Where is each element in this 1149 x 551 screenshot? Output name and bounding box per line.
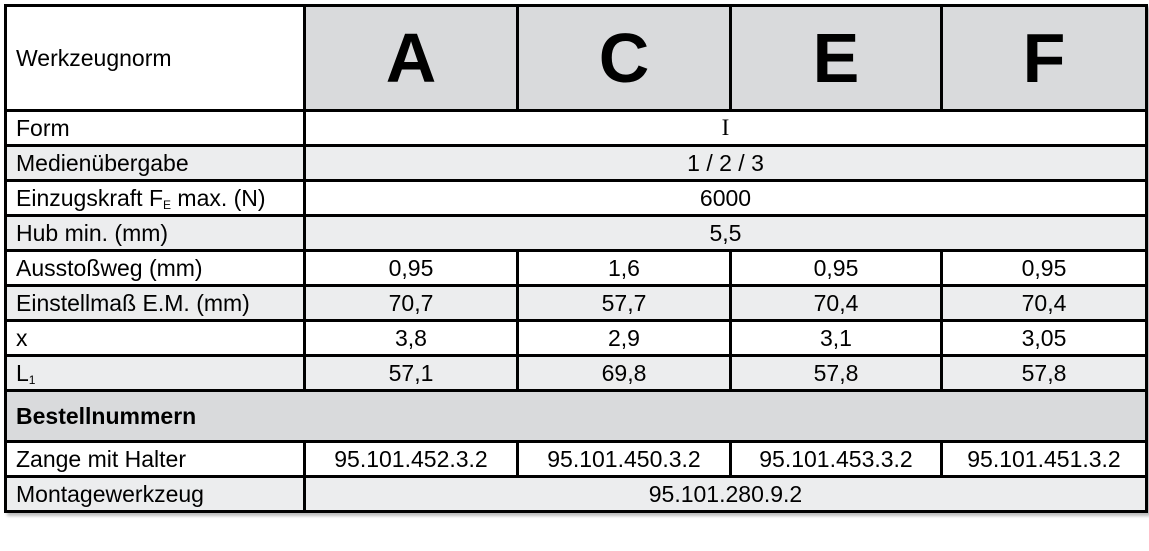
column-C: C [516,4,732,112]
cell: 0,95 [303,249,519,287]
row-label: Ausstoßweg (mm) [4,249,306,287]
cell: 3,1 [729,319,943,357]
row-value: I [303,109,1148,147]
section-bestellnummern: Bestellnummern [4,389,1148,443]
row-value: 1 / 2 / 3 [303,144,1148,182]
row-hub: Hub min. (mm) 5,5 [4,214,1148,252]
column-F: F [940,4,1148,112]
cell: 95.101.452.3.2 [303,440,519,478]
row-label: Einstellmaß E.M. (mm) [4,284,306,322]
row-x: x 3,8 2,9 3,1 3,05 [4,319,1148,357]
cell: 70,4 [729,284,943,322]
row-label: Form [4,109,306,147]
cell: 57,8 [940,354,1148,392]
row-label: Hub min. (mm) [4,214,306,252]
tool-spec-table: Werkzeugnorm A C E F Form I Medienüberga… [4,4,1148,513]
section-title: Bestellnummern [4,389,1148,443]
header-label: Werkzeugnorm [4,4,306,112]
header-row: Werkzeugnorm A C E F [4,4,1148,112]
row-einstellmass: Einstellmaß E.M. (mm) 70,7 57,7 70,4 70,… [4,284,1148,322]
cell: 70,4 [940,284,1148,322]
row-label: x [4,319,306,357]
row-label: Medienübergabe [4,144,306,182]
cell: 57,1 [303,354,519,392]
cell: 3,8 [303,319,519,357]
cell: 0,95 [729,249,943,287]
cell: 70,7 [303,284,519,322]
cell: 95.101.450.3.2 [516,440,732,478]
cell: 69,8 [516,354,732,392]
cell: 57,8 [729,354,943,392]
cell: 2,9 [516,319,732,357]
row-label: Zange mit Halter [4,440,306,478]
row-l1: L1 57,1 69,8 57,8 57,8 [4,354,1148,392]
row-label: Montagewerkzeug [4,475,306,513]
row-value: 6000 [303,179,1148,217]
column-A: A [303,4,519,112]
cell: 3,05 [940,319,1148,357]
row-zange: Zange mit Halter 95.101.452.3.2 95.101.4… [4,440,1148,478]
row-label: Einzugskraft FE max. (N) [4,179,306,217]
row-einzugskraft: Einzugskraft FE max. (N) 6000 [4,179,1148,217]
row-medien: Medienübergabe 1 / 2 / 3 [4,144,1148,182]
cell: 95.101.453.3.2 [729,440,943,478]
column-E: E [729,4,943,112]
row-value: 95.101.280.9.2 [303,475,1148,513]
cell: 0,95 [940,249,1148,287]
cell: 57,7 [516,284,732,322]
row-ausstossweg: Ausstoßweg (mm) 0,95 1,6 0,95 0,95 [4,249,1148,287]
row-form: Form I [4,109,1148,147]
row-label: L1 [4,354,306,392]
cell: 1,6 [516,249,732,287]
row-value: 5,5 [303,214,1148,252]
cell: 95.101.451.3.2 [940,440,1148,478]
row-montage: Montagewerkzeug 95.101.280.9.2 [4,475,1148,513]
